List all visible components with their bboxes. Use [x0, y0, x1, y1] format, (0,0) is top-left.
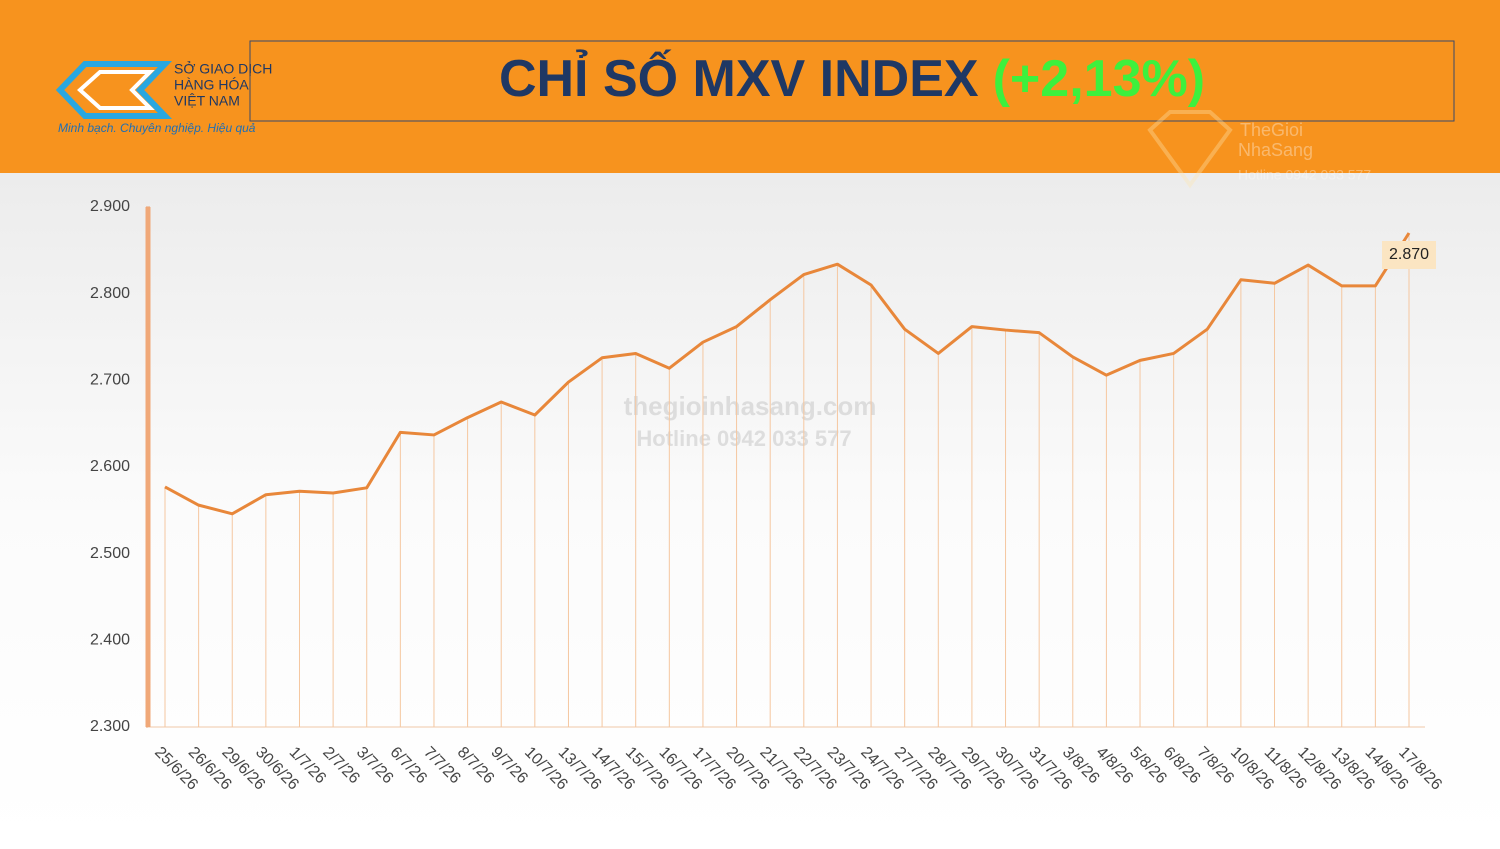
- logo-text: HÀNG HÓA: [174, 77, 249, 93]
- watermark: TheGioi NhaSang Hotline 0942 033 577: [1147, 110, 1371, 189]
- watermark-text: NhaSang: [1238, 140, 1313, 160]
- data-label: 2.870: [1389, 246, 1429, 263]
- slogan: Minh bạch. Chuyên nghiệp. Hiệu quả: [58, 121, 256, 135]
- chart-background: [0, 173, 1500, 844]
- logo-text: VIỆT NAM: [174, 93, 240, 109]
- watermark-text: Hotline 0942 033 577: [636, 426, 851, 451]
- chart-title: CHỈ SỐ MXV INDEX (+2,13%): [499, 49, 1205, 108]
- title-box: [249, 40, 1455, 122]
- y-tick-label: 2.700: [90, 372, 130, 389]
- y-tick-label: 2.400: [90, 632, 130, 649]
- watermark-text: TheGioi: [1240, 120, 1303, 140]
- logo: [55, 61, 173, 119]
- title-change: (+2,13%): [993, 50, 1205, 108]
- y-tick-label: 2.800: [90, 285, 130, 302]
- watermark-text: thegioinhasang.com: [624, 391, 877, 421]
- y-tick-label: 2.900: [90, 198, 130, 215]
- y-tick-label: 2.600: [90, 458, 130, 475]
- logo-text: SỞ GIAO DỊCH: [174, 60, 272, 77]
- watermark-text: Hotline 0942 033 577: [1238, 167, 1371, 183]
- y-tick-label: 2.500: [90, 545, 130, 562]
- line-series: [164, 232, 1411, 516]
- title-text: CHỈ SỐ MXV INDEX: [499, 49, 979, 108]
- y-tick-label: 2.300: [90, 718, 130, 735]
- data-label-box: [1382, 241, 1436, 269]
